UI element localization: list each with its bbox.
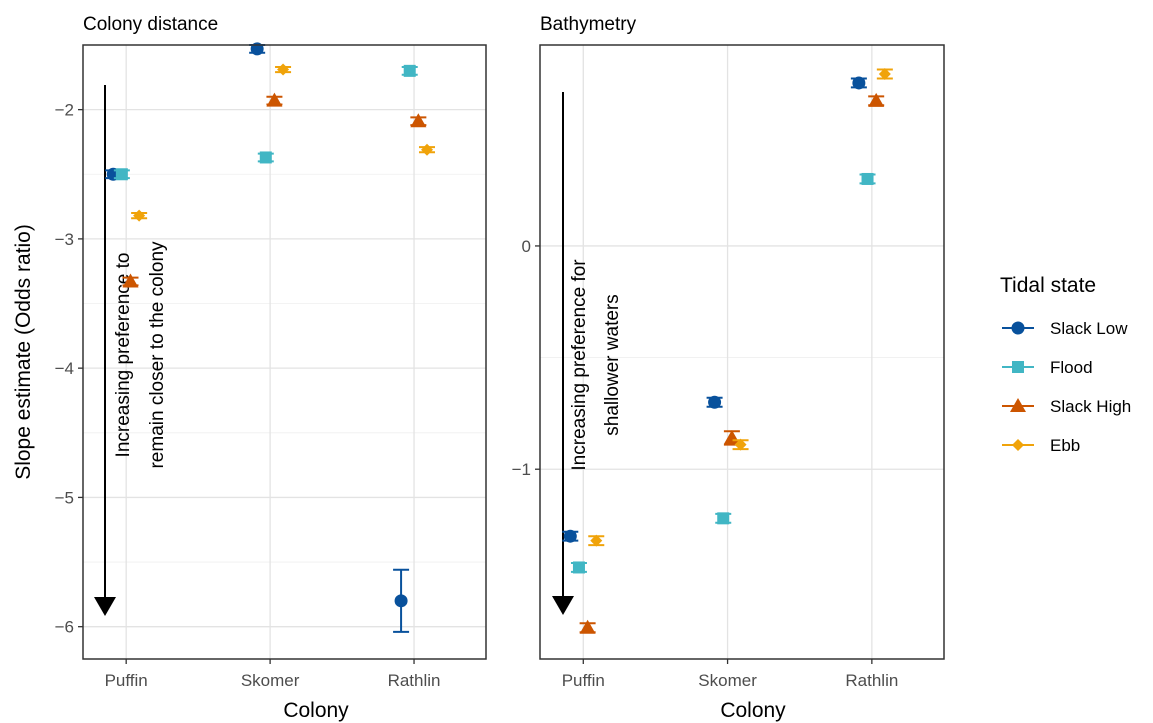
legend-key-triangle (1010, 398, 1026, 412)
point-ebb-rathlin (418, 143, 435, 156)
legend-label: Flood (1050, 358, 1093, 377)
legend-item-slack-low: Slack Low (1002, 319, 1128, 338)
point-flood-rathlin (401, 64, 418, 77)
panel-title: Bathymetry (540, 14, 637, 35)
point-slack-low-puffin (562, 529, 579, 543)
marker-circle (852, 76, 866, 90)
legend-item-ebb: Ebb (1002, 436, 1080, 455)
y-axis-ticks: −6 −5 −4 −3 −2 (55, 101, 83, 637)
panel-colony-distance: Colony distance Increasing preference to… (55, 14, 487, 722)
panel-bathymetry: Bathymetry Increasing preference for sha… (512, 14, 945, 722)
annotation-arrow-head (552, 596, 574, 615)
y-tick-label: −6 (55, 618, 74, 637)
annotation: Increasing preference for shallower wate… (552, 92, 623, 615)
marker-diamond (277, 63, 290, 76)
legend-title: Tidal state (1000, 274, 1096, 297)
y-tick-label: −3 (55, 230, 74, 249)
point-ebb-puffin (131, 209, 148, 222)
y-tick-label: −1 (512, 460, 531, 479)
marker-square (572, 561, 585, 574)
marker-triangle (122, 273, 139, 288)
marker-diamond (878, 68, 891, 81)
y-tick-label: −4 (55, 359, 74, 378)
legend-item-flood: Flood (1002, 358, 1093, 377)
annotation-line-1: Increasing preference to (113, 253, 134, 458)
annotation-line-1: Increasing preference for (569, 259, 590, 471)
marker-square (403, 64, 416, 77)
marker-circle (394, 594, 408, 608)
marker-triangle (410, 113, 427, 128)
marker-diamond (734, 438, 747, 451)
point-ebb-rathlin (876, 68, 893, 81)
y-tick-label: 0 (522, 237, 531, 256)
y-tick-label: −2 (55, 101, 74, 120)
legend-label: Slack High (1050, 397, 1131, 416)
marker-square (717, 512, 730, 525)
annotation-arrow-head (94, 597, 116, 616)
x-axis-label: Colony (720, 699, 786, 722)
x-axis-label: Colony (283, 699, 349, 722)
plot-background (83, 45, 486, 659)
plot-border (539, 44, 945, 660)
marker-triangle (579, 619, 596, 634)
legend-key-circle (1011, 321, 1025, 335)
annotation: Increasing preference to remain closer t… (94, 85, 168, 616)
marker-circle (563, 529, 577, 543)
x-axis-ticks: Puffin Skomer Rathlin (562, 659, 898, 690)
point-ebb-skomer (275, 63, 292, 76)
point-flood-skomer (257, 151, 274, 164)
point-flood-skomer (715, 512, 732, 525)
y-axis-label: Slope estimate (Odds ratio) (12, 224, 35, 480)
point-slack-high-puffin (579, 619, 596, 634)
x-tick-label-skomer: Skomer (241, 671, 300, 690)
x-tick-label-rathlin: Rathlin (845, 671, 898, 690)
point-ebb-skomer (732, 438, 749, 451)
point-slack-high-rathlin (410, 113, 427, 128)
point-slack-low-rathlin (850, 76, 867, 90)
plot-background (540, 45, 944, 659)
marker-square (861, 172, 874, 185)
x-tick-label-rathlin: Rathlin (388, 671, 441, 690)
point-flood-puffin (113, 168, 130, 181)
x-axis-ticks: Puffin Skomer Rathlin (105, 659, 441, 690)
legend-item-slack-high: Slack High (1002, 397, 1131, 416)
chart-marks (105, 42, 435, 633)
marker-circle (708, 395, 722, 409)
point-slack-low-rathlin (393, 568, 410, 633)
chart-marks (562, 68, 893, 634)
point-slack-low-skomer (706, 395, 723, 409)
point-slack-high-skomer (266, 92, 283, 107)
annotation-line-2: remain closer to the colony (147, 241, 168, 469)
marker-triangle (868, 92, 885, 107)
marker-triangle (266, 92, 283, 107)
panel-title: Colony distance (83, 14, 218, 35)
y-axis-ticks: −1 0 (512, 237, 540, 479)
marker-diamond (420, 143, 433, 156)
legend: Tidal state Slack Low Flood Slack High Ebb (1000, 274, 1131, 455)
legend-label: Slack Low (1050, 319, 1128, 338)
legend-key-square (1012, 361, 1024, 373)
legend-key-diamond (1012, 439, 1024, 451)
annotation-line-2: shallower waters (602, 294, 623, 436)
x-tick-label-skomer: Skomer (698, 671, 757, 690)
point-ebb-puffin (588, 534, 605, 547)
point-slack-high-puffin (122, 273, 139, 288)
point-flood-puffin (570, 561, 587, 574)
marker-diamond (590, 534, 603, 547)
plot-border (82, 44, 487, 660)
legend-label: Ebb (1050, 436, 1080, 455)
point-flood-rathlin (859, 172, 876, 185)
gridlines (83, 45, 486, 659)
point-slack-high-rathlin (868, 92, 885, 107)
y-tick-label: −5 (55, 488, 74, 507)
marker-square (259, 151, 272, 164)
gridlines (540, 45, 944, 659)
x-tick-label-puffin: Puffin (105, 671, 148, 690)
marker-square (115, 168, 128, 181)
marker-diamond (133, 209, 146, 222)
x-tick-label-puffin: Puffin (562, 671, 605, 690)
